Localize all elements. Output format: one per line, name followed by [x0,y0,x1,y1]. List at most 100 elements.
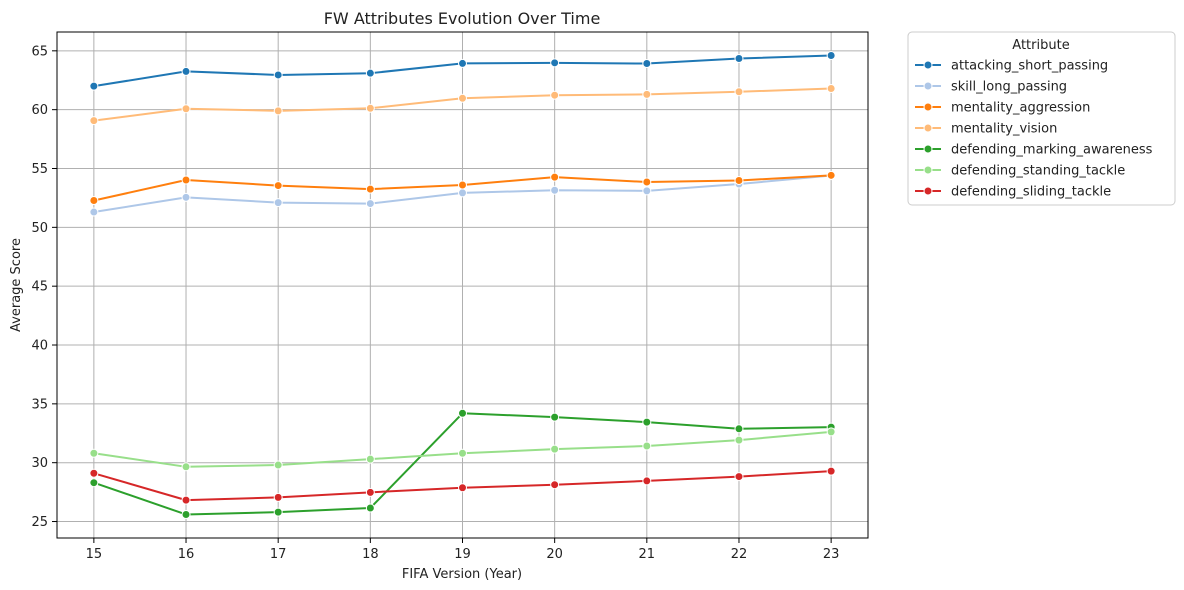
data-point [181,495,191,505]
y-tick-label: 30 [31,456,48,471]
legend-item: defending_sliding_tackle [915,185,1111,200]
data-point [365,103,375,113]
legend-item: attacking_short_passing [915,59,1108,74]
data-point [642,177,652,187]
series-mentality_vision [89,83,836,126]
data-point [273,70,283,80]
grid [57,32,868,538]
legend-box [907,31,1176,206]
data-point [550,444,560,454]
legend-marker [923,81,933,91]
data-point [734,472,744,482]
data-point [89,116,99,126]
series-defending_sliding_tackle [89,466,836,505]
data-point [365,68,375,78]
data-point [365,199,375,209]
data-point [734,176,744,186]
y-tick-label: 60 [31,103,48,118]
y-tick-label: 55 [31,162,48,177]
x-tick-label: 17 [270,547,287,562]
y-tick-label: 40 [31,339,48,354]
data-point [458,58,467,68]
x-tick-label: 15 [86,547,103,562]
legend-label: defending_standing_tackle [951,164,1125,179]
y-axis-label: Average Score [9,238,24,332]
data-point [550,172,560,182]
legend: Attribute attacking_short_passing skill_l… [907,31,1176,206]
series-attacking_short_passing [89,51,836,91]
legend-item: defending_marking_awareness [915,143,1153,158]
legend-item: mentality_vision [915,122,1057,137]
data-point [826,83,836,93]
x-tick-label: 18 [362,547,379,562]
axis-ticks: 15 16 17 18 19 20 21 22 23 25 30 35 40 45 50 55 60 65 [31,44,839,562]
data-point [642,476,652,486]
data-point [89,448,99,458]
data-point [458,408,467,418]
data-point [365,487,375,497]
data-point [458,188,467,198]
data-point [89,196,99,206]
x-tick-label: 22 [731,547,748,562]
legend-marker [923,102,933,112]
data-point [89,468,99,478]
legend-items: attacking_short_passing skill_long_passin… [915,59,1153,200]
data-point [181,462,191,472]
chart-title: FW Attributes Evolution Over Time [324,9,601,28]
data-point [181,175,191,185]
data-point [826,427,836,437]
data-point [642,89,652,99]
data-point [550,58,560,68]
data-point [365,503,375,513]
data-point [365,454,375,464]
data-point [734,53,744,63]
data-point [458,448,467,458]
data-point [181,192,191,202]
legend-item: skill_long_passing [915,80,1067,95]
legend-label: mentality_vision [951,122,1057,137]
x-axis-label: FIFA Version (Year) [402,567,522,582]
data-point [550,480,560,490]
legend-label: defending_marking_awareness [951,143,1153,158]
data-point [642,417,652,427]
y-tick-label: 65 [31,44,48,59]
data-point [550,412,560,422]
data-point [550,185,560,195]
legend-marker [923,60,933,70]
data-point [642,441,652,451]
data-point [181,104,191,114]
data-point [734,424,744,434]
data-point [181,509,191,519]
x-tick-label: 21 [639,547,656,562]
x-tick-label: 19 [454,547,471,562]
legend-title: Attribute [1012,38,1069,53]
y-tick-label: 50 [31,221,48,236]
legend-marker [923,144,933,154]
data-point [458,180,467,190]
data-point [89,478,99,488]
y-tick-label: 45 [31,280,48,295]
legend-marker [923,123,933,133]
data-point [89,81,99,91]
data-point [273,492,283,502]
legend-label: mentality_aggression [951,101,1090,116]
y-tick-label: 35 [31,397,48,412]
data-point [826,466,836,476]
legend-marker [923,186,933,196]
data-point [826,170,836,180]
data-point [273,507,283,517]
legend-label: skill_long_passing [951,80,1067,95]
legend-label: defending_sliding_tackle [951,185,1111,200]
series-defending_marking_awareness [89,408,836,519]
data-point [550,90,560,100]
data-point [642,59,652,69]
series-defending_standing_tackle [89,427,836,472]
data-point [273,181,283,191]
x-tick-label: 23 [823,547,840,562]
legend-item: mentality_aggression [915,101,1090,116]
data-point [458,93,467,103]
data-point [734,87,744,97]
data-point [365,184,375,194]
data-point [826,51,836,61]
